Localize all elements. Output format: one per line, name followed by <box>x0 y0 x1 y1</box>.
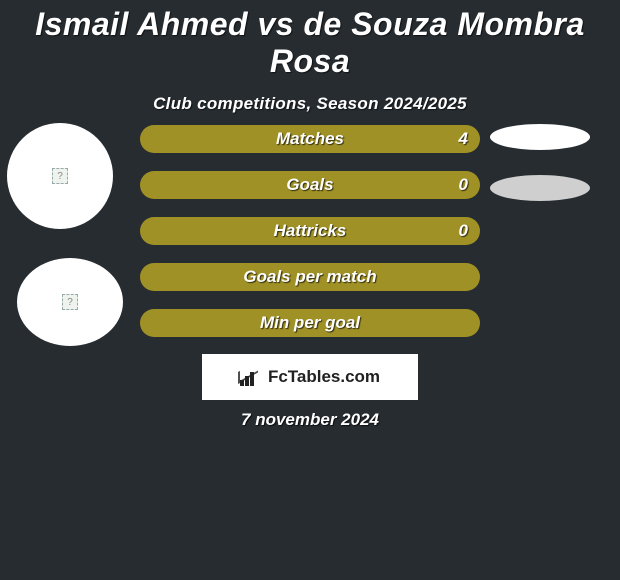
bar-fill <box>140 171 480 199</box>
bar-fill <box>140 309 480 337</box>
subtitle: Club competitions, Season 2024/2025 <box>0 94 620 114</box>
stat-row-goals: Goals 0 <box>140 171 480 199</box>
bar-fill <box>140 217 480 245</box>
broken-image-icon: ? <box>52 168 68 184</box>
brand-box[interactable]: FcTables.com <box>202 354 418 400</box>
bar-chart-icon <box>240 368 262 386</box>
comparison-chart: ? ? Matches 4 Goals 0 Hattricks 0 Goals … <box>0 120 620 350</box>
stat-row-matches: Matches 4 <box>140 125 480 153</box>
page-title: Ismail Ahmed vs de Souza Mombra Rosa <box>0 0 620 80</box>
bar-fill <box>140 125 480 153</box>
stat-row-goals-per-match: Goals per match <box>140 263 480 291</box>
side-pill-matches <box>490 124 590 150</box>
bar-fill <box>140 263 480 291</box>
stat-row-hattricks: Hattricks 0 <box>140 217 480 245</box>
player1-avatar: ? <box>7 123 113 229</box>
brand-text: FcTables.com <box>268 367 380 387</box>
broken-image-icon: ? <box>62 294 78 310</box>
stat-value: 0 <box>459 171 468 199</box>
stat-row-min-per-goal: Min per goal <box>140 309 480 337</box>
stat-value: 4 <box>459 125 468 153</box>
side-pill-goals <box>490 175 590 201</box>
stat-bars: Matches 4 Goals 0 Hattricks 0 Goals per … <box>140 125 480 355</box>
stat-value: 0 <box>459 217 468 245</box>
date-line: 7 november 2024 <box>0 410 620 430</box>
player2-avatar: ? <box>17 258 123 346</box>
